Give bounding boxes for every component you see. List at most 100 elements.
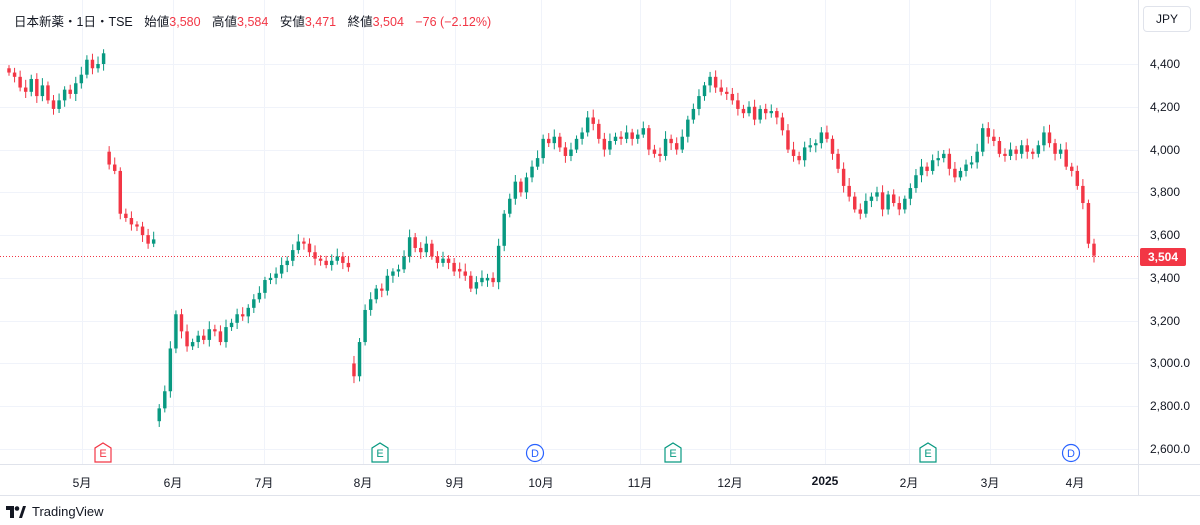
earnings-marker[interactable]: E (371, 442, 389, 463)
dividend-marker[interactable]: D (1061, 443, 1081, 463)
candle-body (669, 138, 673, 144)
candle-body (797, 155, 801, 161)
candle-body (853, 196, 857, 210)
candle-body (279, 265, 284, 274)
candle-body (174, 314, 178, 349)
candle-body (213, 329, 217, 332)
y-tick-label: 3,600 (1150, 228, 1181, 243)
y-tick-label: 3,000.0 (1150, 356, 1191, 371)
candle-body (452, 262, 456, 272)
candle-body (591, 117, 595, 124)
candle-body (85, 59, 89, 75)
candle-body (836, 153, 840, 169)
candle-body (151, 239, 156, 244)
candle-body (474, 282, 479, 289)
candle-body (1053, 143, 1057, 154)
candle-body (636, 134, 640, 139)
candle-body (146, 235, 150, 244)
last-price-tag: 3,504 (1140, 248, 1186, 266)
candle-body (925, 166, 929, 171)
candle-body (619, 136, 623, 139)
candle-body (380, 288, 384, 291)
candle-body (480, 277, 484, 283)
y-tick-label: 4,000 (1150, 142, 1181, 157)
candle-body (318, 258, 323, 261)
candle-body (947, 153, 952, 169)
candle-body (29, 78, 33, 92)
earnings-marker[interactable]: E (919, 442, 937, 463)
candle-body (396, 269, 401, 272)
candle-body (1031, 151, 1035, 154)
candle-body (830, 138, 835, 154)
candle-body (886, 194, 890, 210)
currency-button[interactable]: JPY (1143, 6, 1191, 32)
candle-body (96, 64, 100, 69)
candle-body (335, 256, 340, 261)
candle-body (240, 314, 245, 317)
candle-body (580, 132, 584, 139)
candle-body (235, 314, 239, 323)
candle-body (569, 149, 573, 156)
x-tick-label: 8月 (353, 476, 373, 490)
candle-body (897, 203, 901, 210)
candle-body (291, 250, 295, 261)
candle-body (341, 256, 345, 263)
x-tick-label: 12月 (717, 476, 743, 490)
candle-body (446, 258, 451, 263)
earnings-marker[interactable]: E (664, 442, 682, 463)
candle-body (630, 132, 634, 139)
candle-body (613, 136, 618, 141)
candle-body (496, 245, 501, 283)
candle-body (1014, 149, 1018, 154)
candle-body (674, 143, 679, 150)
candle-body (975, 151, 979, 163)
candle-body (780, 117, 785, 131)
candle-body (763, 108, 768, 114)
candle-body (869, 196, 874, 201)
candle-body (224, 327, 228, 343)
earnings-marker[interactable]: E (94, 442, 112, 463)
change-value: −76 (−2.12%) (415, 15, 492, 29)
candle-body (463, 271, 467, 276)
candle-body (858, 209, 863, 214)
x-tick-label: 10月 (528, 476, 554, 490)
candle-body (747, 106, 751, 114)
candle-body (363, 309, 367, 343)
candle-body (62, 89, 67, 101)
candle-body (7, 68, 11, 73)
candle-body (157, 408, 161, 422)
y-tick-label: 2,600.0 (1150, 442, 1191, 456)
candle-body (190, 342, 195, 347)
candle-body (697, 96, 701, 109)
candle-body (875, 192, 879, 197)
dividend-marker[interactable]: D (525, 443, 545, 463)
candle-body (624, 132, 629, 139)
candle-body (686, 119, 690, 137)
candle-body (680, 136, 684, 150)
candle-body (1042, 132, 1046, 146)
candle-body (736, 100, 740, 109)
y-tick-label: 3,400 (1150, 270, 1181, 285)
candle-body (652, 149, 657, 154)
candle-body (791, 149, 796, 156)
candle-body (535, 158, 540, 167)
candle-body (368, 299, 373, 310)
candle-body (357, 342, 362, 377)
candle-body (808, 145, 812, 148)
candle-body (1092, 243, 1096, 256)
candle-body (903, 198, 907, 210)
candle-body (1047, 132, 1052, 144)
candle-body (163, 391, 167, 409)
candle-body (413, 237, 417, 248)
open-value: 3,580 (169, 15, 201, 29)
y-tick-label: 2,800.0 (1150, 399, 1191, 414)
candle-body (864, 200, 868, 214)
x-tick-label: 3月 (980, 476, 1000, 490)
tradingview-logo[interactable]: TradingView (6, 504, 104, 519)
x-tick-label: 5月 (72, 476, 92, 490)
symbol-title[interactable]: 日本新薬・1日・TSE (14, 15, 133, 29)
x-tick-label: 2月 (899, 476, 919, 490)
candle-body (419, 247, 423, 253)
candle-body (819, 132, 824, 144)
